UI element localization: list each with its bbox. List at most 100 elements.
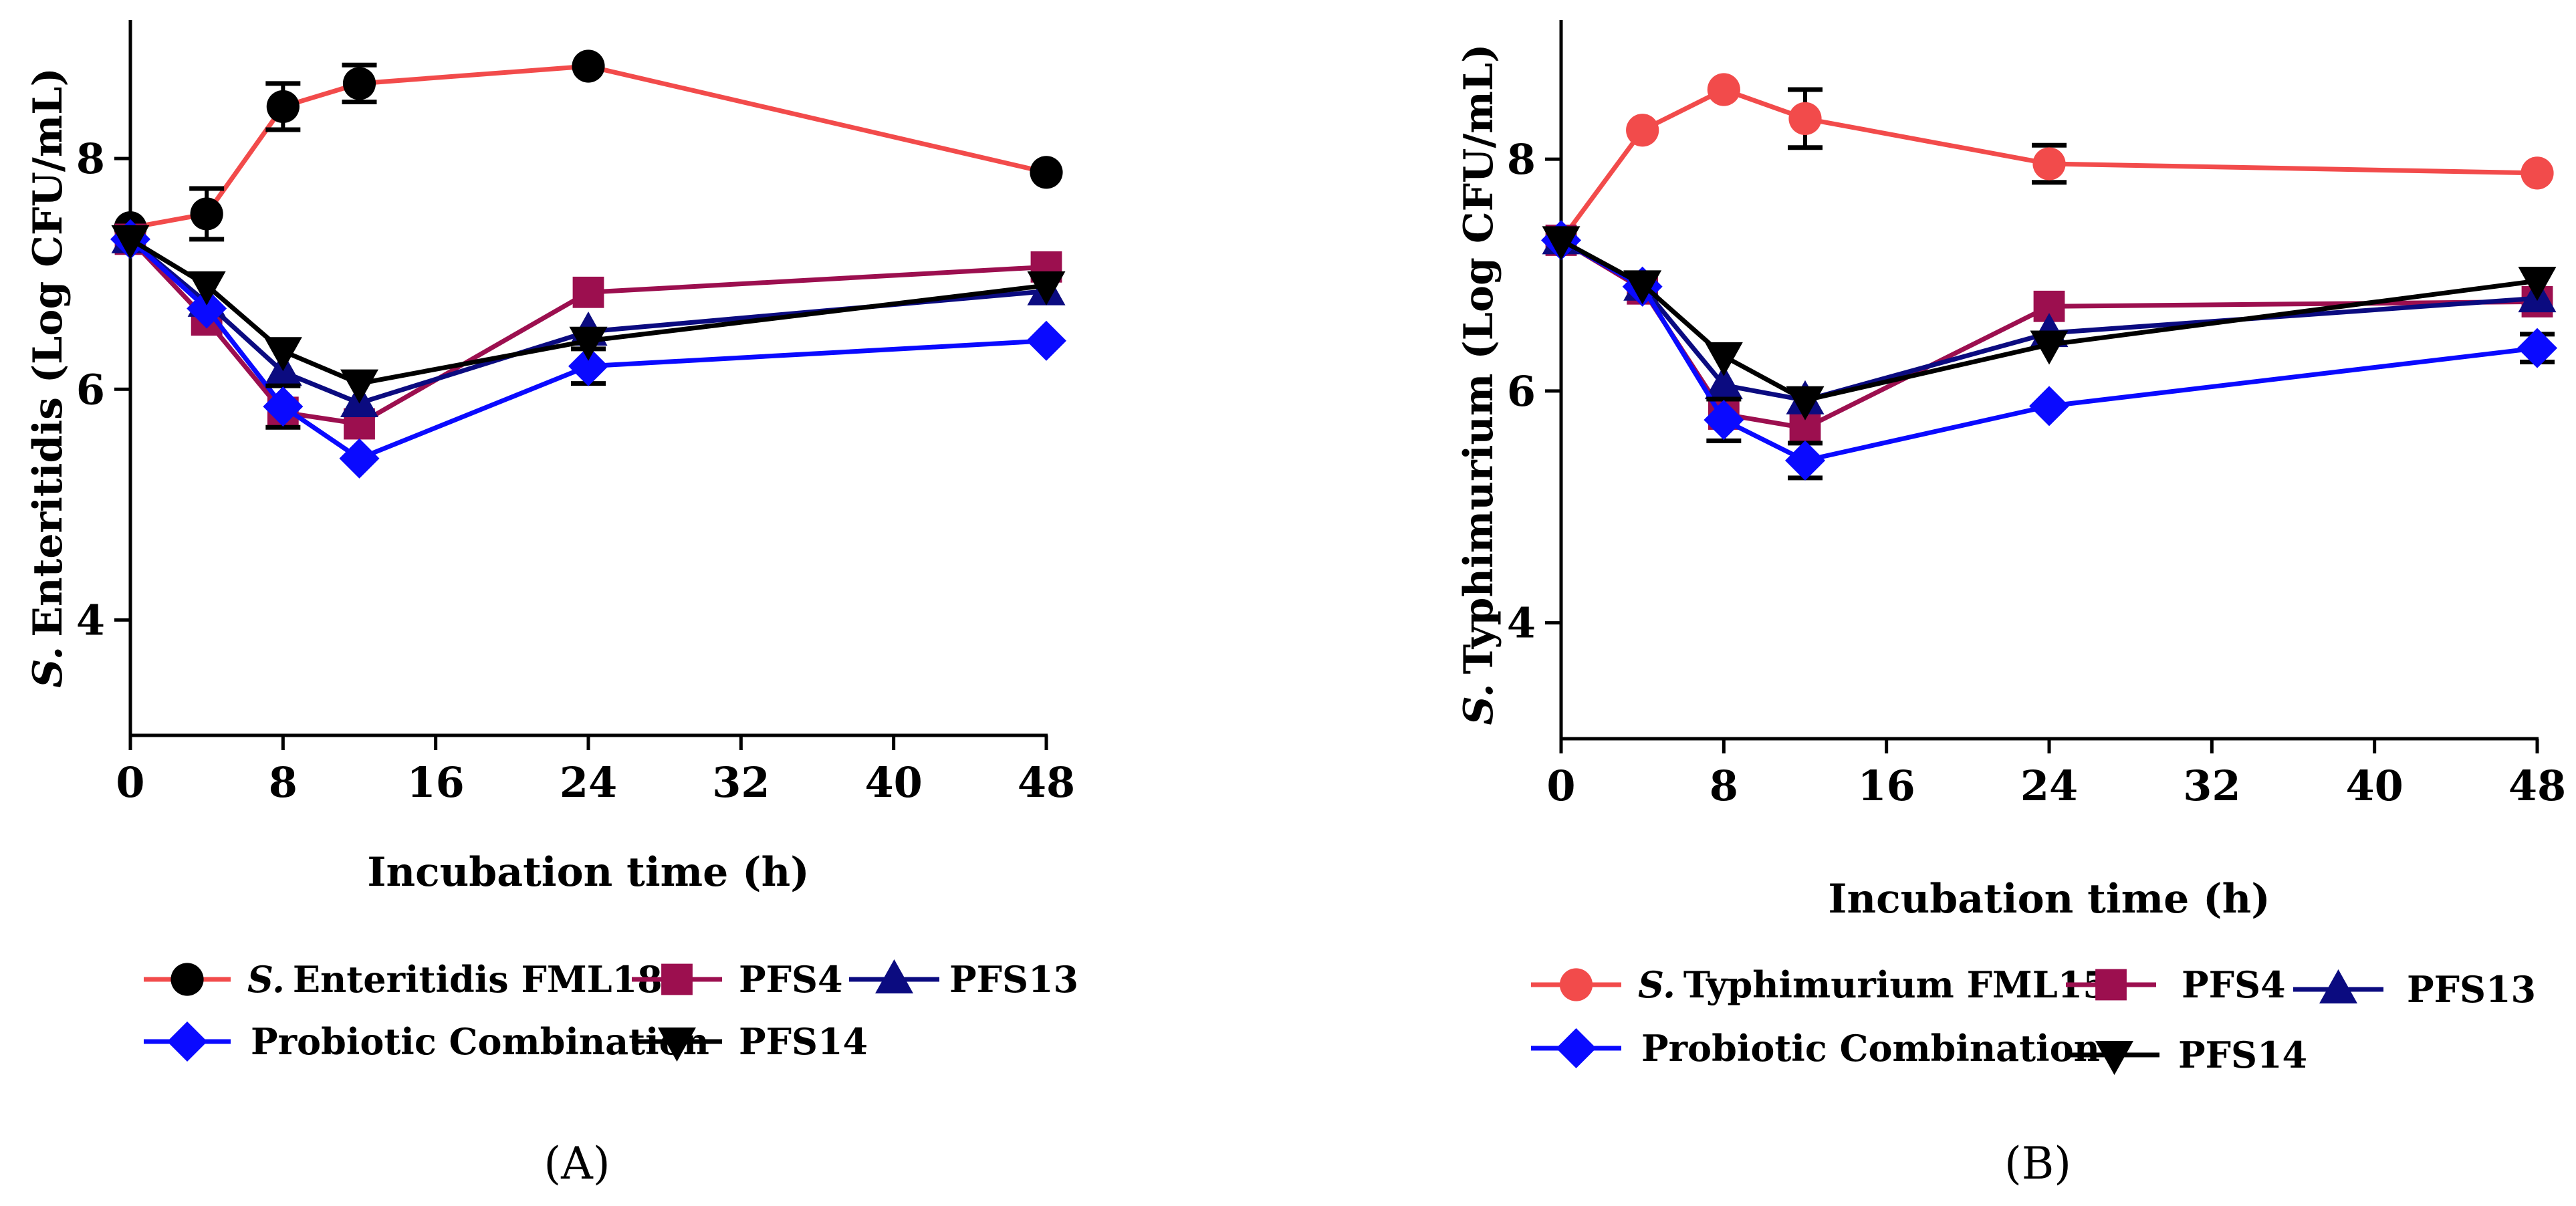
legend-marker xyxy=(170,963,204,996)
x-tick-label: 16 xyxy=(407,758,465,807)
legend-label: S. Enteritidis FML18 xyxy=(247,958,663,1001)
x-tick-label: 0 xyxy=(116,758,144,807)
legend-entry-1: PFS4 xyxy=(632,958,843,1001)
data-point xyxy=(1785,440,1825,481)
series-0 xyxy=(114,49,1063,245)
legend-marker xyxy=(658,1028,696,1062)
panel-label: (B) xyxy=(2004,1138,2071,1189)
x-tick-label: 0 xyxy=(1546,761,1575,810)
legend-label-rest: Typhimurium FML15 xyxy=(1683,963,2108,1006)
legend-entry-3: Probiotic Combination xyxy=(1531,1027,2100,1070)
y-tick-label: 6 xyxy=(76,365,105,414)
legend-marker xyxy=(1556,1028,1597,1068)
series-2 xyxy=(111,219,1066,417)
legend-entry-4: PFS14 xyxy=(2069,1034,2307,1076)
data-point xyxy=(1704,400,1744,441)
legend-label: PFS4 xyxy=(2182,963,2286,1006)
series-line xyxy=(1559,87,2538,242)
data-point xyxy=(2521,156,2554,190)
data-point xyxy=(568,346,608,386)
x-tick-label: 48 xyxy=(1018,758,1075,807)
data-point xyxy=(1030,156,1063,189)
legend-marker xyxy=(875,959,913,993)
x-axis-title: Incubation time (h) xyxy=(367,849,809,896)
data-point xyxy=(1626,114,1659,147)
x-tick-label: 40 xyxy=(865,758,923,807)
legend-label: PFS13 xyxy=(949,958,1078,1001)
data-point xyxy=(190,197,223,231)
legend-label-italic: S. xyxy=(1638,963,1675,1006)
x-tick-label: 24 xyxy=(2020,761,2078,810)
legend-marker xyxy=(1559,968,1593,1001)
x-tick-label: 32 xyxy=(712,758,770,807)
data-point xyxy=(1786,386,1825,420)
legend-entry-4: PFS14 xyxy=(632,1020,868,1063)
series-4 xyxy=(111,225,1066,404)
y-tick-label: 6 xyxy=(1507,367,1536,416)
data-point xyxy=(2517,328,2557,368)
data-point xyxy=(263,337,302,372)
data-point xyxy=(1623,270,1662,305)
data-point xyxy=(572,49,605,83)
data-point xyxy=(1704,365,1743,400)
y-axis-title: S. Typhimurium (Log CFU/mL) xyxy=(1455,44,1502,725)
data-point xyxy=(1788,102,1822,135)
legend-entry-3: Probiotic Combination xyxy=(144,1020,709,1063)
data-point xyxy=(572,276,604,308)
y-tick-label: 8 xyxy=(76,134,105,183)
x-tick-label: 40 xyxy=(2346,761,2404,810)
legend-label: S. Typhimurium FML15 xyxy=(1638,963,2108,1006)
data-point xyxy=(1026,320,1066,361)
chart-panel-b: 0 8 16 24 32 40 48 4 6 8 S. Typhimurium (Log CFU/mL… xyxy=(1455,20,2566,1189)
x-tick-label: 8 xyxy=(1710,761,1738,810)
data-point xyxy=(266,90,300,124)
chart-panel-a: 0 8 16 24 32 40 48 4 6 8 S. Enteritidis (Log CFU/mL… xyxy=(25,20,1078,1189)
series-0 xyxy=(1544,73,2554,257)
data-point xyxy=(111,225,150,259)
legend-entry-0: S. Enteritidis FML18 xyxy=(144,958,663,1001)
legend-marker xyxy=(661,963,693,995)
data-point xyxy=(187,271,226,306)
y-tick-label: 4 xyxy=(1507,599,1536,648)
y-tick-label: 4 xyxy=(76,596,105,644)
x-axis-title: Incubation time (h) xyxy=(1828,876,2270,923)
y-axis-title: S. Enteritidis (Log CFU/mL) xyxy=(25,68,72,688)
legend-marker xyxy=(167,1021,207,1062)
data-point xyxy=(342,67,376,100)
data-point xyxy=(2029,386,2069,427)
legend-marker xyxy=(2319,969,2357,1003)
data-point xyxy=(2032,147,2066,180)
legend-label: PFS13 xyxy=(2407,968,2536,1011)
legend-marker xyxy=(2095,1041,2133,1075)
series-line xyxy=(128,237,1047,461)
legend-label-rest: Enteritidis FML18 xyxy=(293,958,663,1001)
legend-marker xyxy=(2095,969,2127,1001)
legend-label-italic: S. xyxy=(247,958,285,1001)
series-line xyxy=(128,237,1047,406)
data-point xyxy=(340,369,378,404)
data-point xyxy=(1704,342,1743,376)
legend-entry-0: S. Typhimurium FML15 xyxy=(1531,963,2108,1006)
series-line xyxy=(130,64,1047,231)
data-point xyxy=(1707,73,1740,106)
y-axis-title-italic: S. xyxy=(1455,683,1502,725)
data-point xyxy=(1542,226,1580,261)
y-tick-label: 8 xyxy=(1507,135,1536,184)
x-tick-label: 24 xyxy=(560,758,617,807)
x-tick-label: 16 xyxy=(1858,761,1915,810)
series-2 xyxy=(1542,220,2557,414)
data-point xyxy=(1027,271,1066,306)
data-point xyxy=(2030,330,2069,365)
x-tick-label: 8 xyxy=(269,758,298,807)
legend-label: PFS14 xyxy=(2178,1034,2307,1076)
legend-entry-2: PFS13 xyxy=(2293,968,2536,1011)
data-point xyxy=(187,288,227,329)
legend-label: Probiotic Combination xyxy=(1641,1027,2100,1070)
legend-entry-1: PFS4 xyxy=(2066,963,2286,1006)
x-tick-label: 32 xyxy=(2183,761,2240,810)
data-point xyxy=(339,438,380,479)
x-tick-label: 48 xyxy=(2508,761,2566,810)
data-point xyxy=(2518,267,2557,302)
y-axis-title-rest: Enteritidis (Log CFU/mL) xyxy=(25,68,72,637)
